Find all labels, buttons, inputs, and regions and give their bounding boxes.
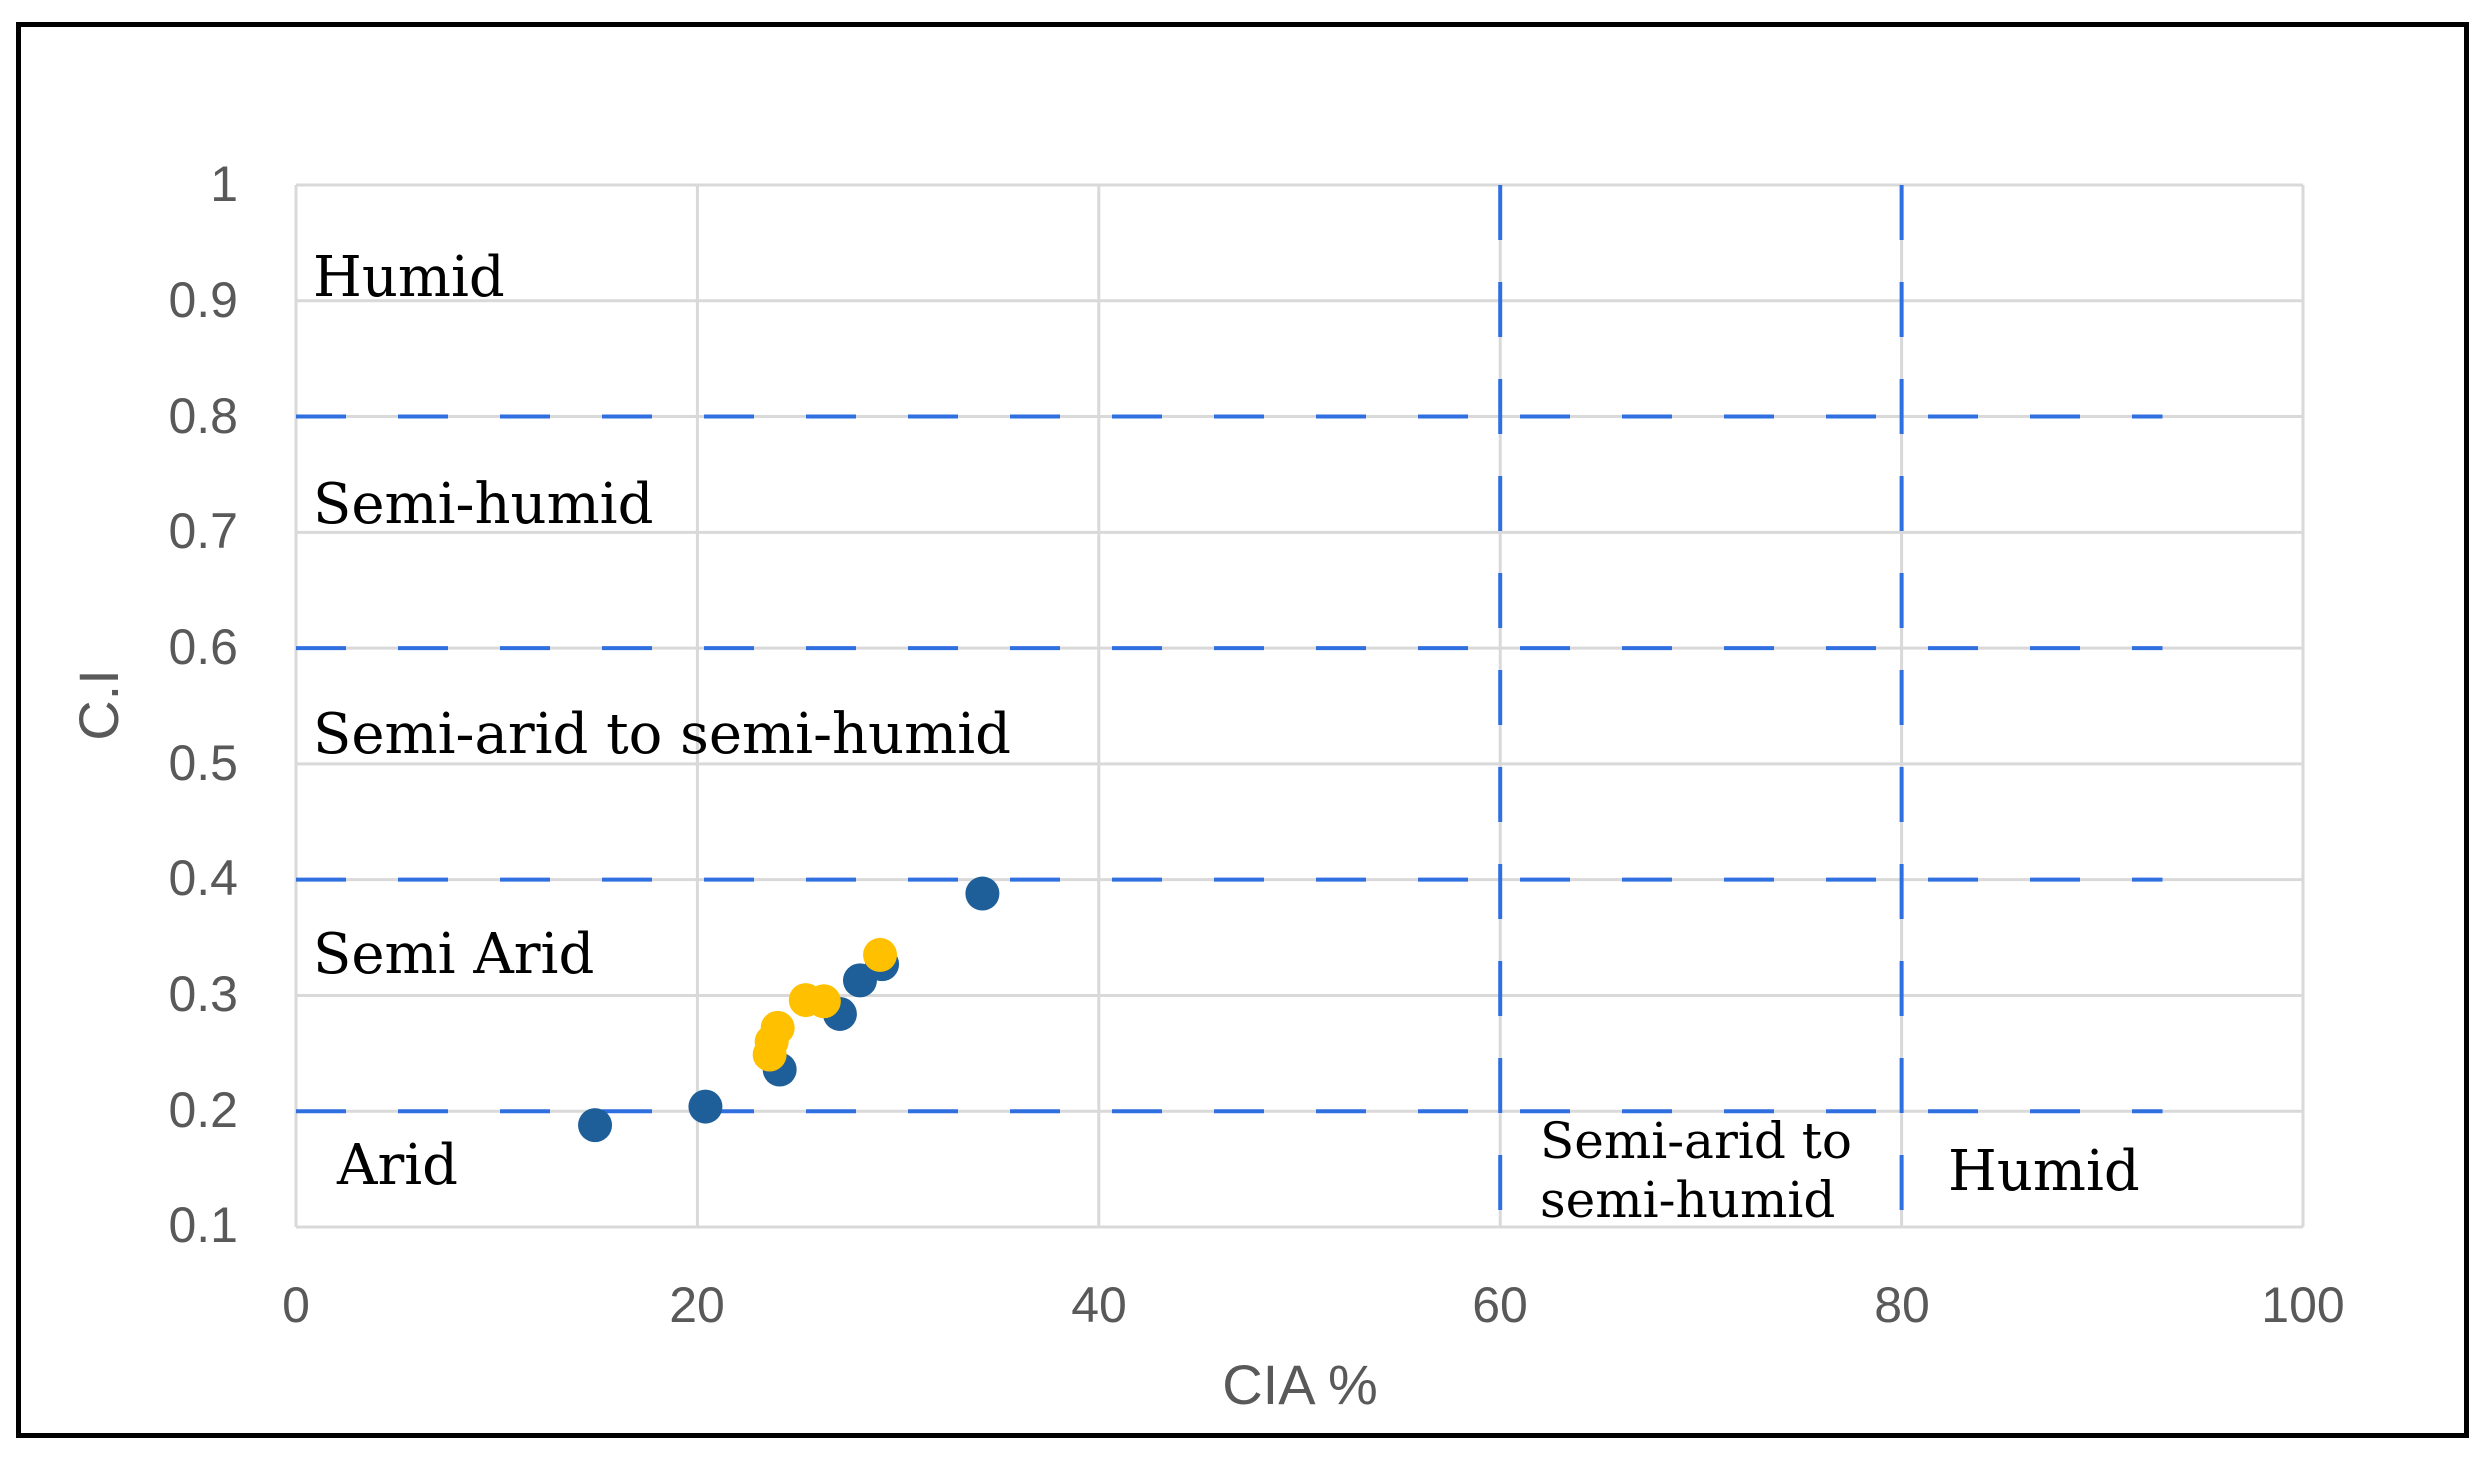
zone-label-bottom-middle-line1: Semi-arid to bbox=[1540, 1112, 1852, 1170]
y-axis-ticks: 0.1 0.2 0.3 0.4 0.5 0.6 0.7 0.8 0.9 1 bbox=[168, 156, 238, 1253]
x-axis-ticks: 0 20 40 60 80 100 bbox=[282, 1277, 2345, 1333]
data-point-series-2 bbox=[863, 937, 898, 972]
y-tick-label: 0.8 bbox=[168, 388, 238, 444]
zone-label-semi-humid: Semi-humid bbox=[313, 472, 653, 537]
data-points bbox=[578, 876, 1000, 1143]
zone-label-humid: Humid bbox=[313, 245, 505, 310]
x-tick-label: 0 bbox=[282, 1277, 310, 1333]
zone-label-arid: Arid bbox=[336, 1133, 458, 1198]
data-point-series-1 bbox=[688, 1089, 723, 1124]
y-tick-label: 0.2 bbox=[168, 1082, 238, 1138]
y-tick-label: 0.5 bbox=[168, 735, 238, 791]
data-point-series-2 bbox=[806, 984, 841, 1019]
y-tick-label: 0.9 bbox=[168, 272, 238, 328]
x-tick-label: 100 bbox=[2261, 1277, 2344, 1333]
zone-label-semi-arid-to-semi-humid: Semi-arid to semi-humid bbox=[313, 702, 1011, 767]
y-tick-label: 0.3 bbox=[168, 966, 238, 1022]
data-point-series-2 bbox=[760, 1010, 795, 1045]
x-tick-label: 60 bbox=[1472, 1277, 1528, 1333]
zone-label-semi-arid: Semi Arid bbox=[313, 922, 594, 987]
x-tick-label: 20 bbox=[669, 1277, 725, 1333]
zone-label-bottom-middle-line2: semi-humid bbox=[1540, 1171, 1835, 1229]
zone-boundaries bbox=[296, 185, 2163, 1227]
data-point-series-1 bbox=[965, 876, 1000, 911]
y-tick-label: 0.6 bbox=[168, 619, 238, 675]
x-axis-title: CIA % bbox=[1222, 1353, 1378, 1416]
y-axis-title: C.I bbox=[67, 669, 130, 741]
x-tick-label: 80 bbox=[1874, 1277, 1930, 1333]
y-tick-label: 1 bbox=[210, 156, 238, 212]
x-tick-label: 40 bbox=[1071, 1277, 1127, 1333]
y-tick-label: 0.4 bbox=[168, 850, 238, 906]
y-tick-label: 0.1 bbox=[168, 1197, 238, 1253]
zone-label-bottom-right-humid: Humid bbox=[1948, 1139, 2140, 1204]
y-tick-label: 0.7 bbox=[168, 503, 238, 559]
data-point-series-1 bbox=[578, 1108, 613, 1143]
zone-labels: Humid Semi-humid Semi-arid to semi-humid… bbox=[313, 245, 2140, 1229]
figure-frame bbox=[16, 22, 2469, 1438]
